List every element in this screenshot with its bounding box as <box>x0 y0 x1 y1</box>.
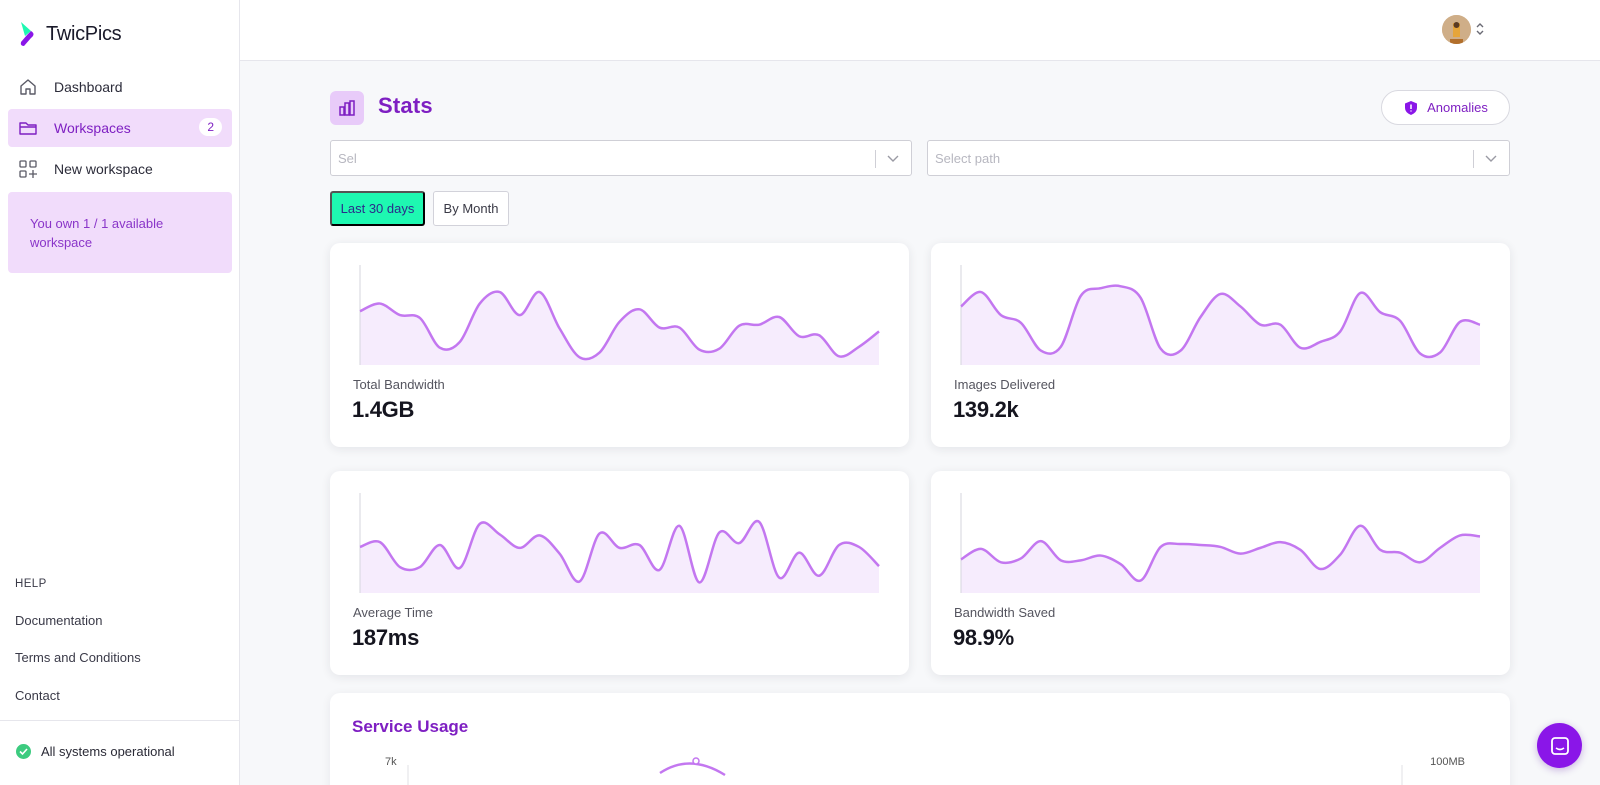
twicpics-logo-icon <box>20 22 34 46</box>
chat-launcher-button[interactable] <box>1537 723 1582 768</box>
chat-icon <box>1550 736 1569 755</box>
stat-value: 139.2k <box>953 397 1019 422</box>
documentation-link[interactable]: Documentation <box>15 613 103 628</box>
grid-plus-icon <box>18 159 38 179</box>
average-time-sparkline <box>359 493 880 593</box>
system-status[interactable]: All systems operational <box>16 744 175 759</box>
service-usage-panel: Service Usage 7k 100MB <box>330 693 1510 785</box>
sparkline-line <box>359 290 880 361</box>
path-select[interactable]: Select path <box>927 140 1510 176</box>
stat-card-bandwidth-saved: Bandwidth Saved 98.9% <box>931 471 1510 675</box>
stat-value: 1.4GB <box>352 397 415 422</box>
top-bar <box>240 0 1600 61</box>
sidebar-item-label: Dashboard <box>54 79 123 95</box>
stat-label: Total Bandwidth <box>353 377 445 392</box>
select-separator <box>1473 150 1474 168</box>
stat-label: Average Time <box>353 605 433 620</box>
account-menu-chevron-icon[interactable] <box>1475 20 1485 38</box>
folder-icon <box>18 118 38 138</box>
check-circle-icon <box>16 744 31 759</box>
sidebar-item-workspaces[interactable]: Workspaces 2 <box>8 109 232 147</box>
sparkline-line <box>960 524 1481 583</box>
app-logo[interactable]: TwicPics <box>18 20 122 48</box>
sparkline-line <box>359 519 880 584</box>
sparkline-line <box>960 284 1481 359</box>
help-heading: HELP <box>15 578 47 590</box>
sidebar: TwicPics Dashboard Workspaces 2 New work… <box>0 0 240 785</box>
period-by-month-button[interactable]: By Month <box>433 191 509 226</box>
sidebar-item-dashboard[interactable]: Dashboard <box>8 68 232 106</box>
images-delivered-sparkline <box>960 265 1481 365</box>
workspace-count-badge: 2 <box>199 118 222 136</box>
path-select-placeholder: Select path <box>935 151 1001 166</box>
chevron-down-icon[interactable] <box>1484 153 1498 165</box>
shield-icon <box>1405 100 1418 115</box>
sparkline-area <box>961 525 1480 593</box>
stat-value: 187ms <box>352 625 420 650</box>
stat-value: 98.9% <box>953 625 1014 650</box>
usage-left-axis-tick: 7k <box>385 756 397 768</box>
app-name: TwicPics <box>46 22 122 45</box>
contact-link[interactable]: Contact <box>15 688 60 703</box>
sidebar-divider <box>0 720 240 721</box>
home-icon <box>18 77 38 97</box>
sidebar-item-label: Workspaces <box>54 120 131 136</box>
sidebar-item-label: New workspace <box>54 161 153 177</box>
anomalies-label: Anomalies <box>1427 100 1488 115</box>
period-last-30-days-button[interactable]: Last 30 days <box>330 191 425 226</box>
page-title: Stats <box>378 93 433 118</box>
anomalies-button[interactable]: Anomalies <box>1381 90 1510 125</box>
sidebar-nav: Dashboard Workspaces 2 New workspace <box>8 68 232 191</box>
chevron-down-icon[interactable] <box>886 153 900 165</box>
sidebar-item-new-workspace[interactable]: New workspace <box>8 150 232 188</box>
stat-label: Images Delivered <box>954 377 1056 392</box>
stats-icon <box>330 91 364 125</box>
service-usage-title: Service Usage <box>352 717 469 736</box>
select-separator <box>875 150 876 168</box>
bandwidth-saved-sparkline <box>960 493 1481 593</box>
workspace-select-placeholder: Sel <box>338 151 357 166</box>
sparkline-area <box>961 285 1480 365</box>
workspace-quota-notice: You own 1 / 1 available workspace <box>8 192 232 273</box>
sparkline-area <box>360 521 879 593</box>
stat-card-average-time: Average Time 187ms <box>330 471 909 675</box>
service-usage-chart <box>407 757 1403 785</box>
terms-link[interactable]: Terms and Conditions <box>15 650 141 665</box>
usage-right-axis-tick: 100MB <box>1430 756 1465 768</box>
workspace-select[interactable]: Sel <box>330 140 912 176</box>
stat-card-images-delivered: Images Delivered 139.2k <box>931 243 1510 447</box>
sparkline-area <box>360 291 879 365</box>
total-bandwidth-sparkline <box>359 265 880 365</box>
user-avatar[interactable] <box>1442 15 1471 44</box>
stat-card-total-bandwidth: Total Bandwidth 1.4GB <box>330 243 909 447</box>
system-status-text: All systems operational <box>41 744 175 759</box>
stat-label: Bandwidth Saved <box>954 605 1056 620</box>
